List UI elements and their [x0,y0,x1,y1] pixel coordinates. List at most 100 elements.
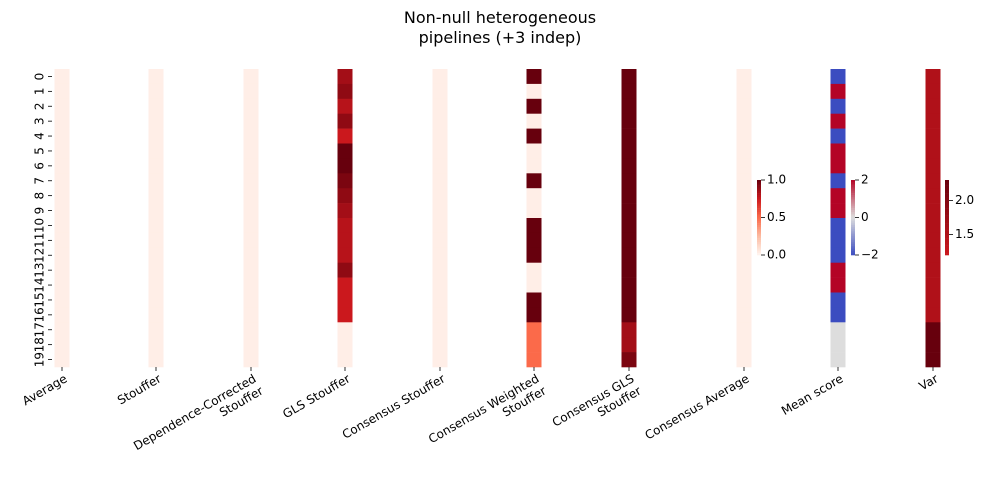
heatmap-cell-c1-r0 [148,69,164,85]
colorbar-seq-segment-18 [757,213,761,216]
heatmap-cell-c4-r1 [432,83,448,100]
colorbar-var-segment-12 [945,202,949,205]
heatmap-cell-c4-r10 [432,218,448,234]
row-label-18: 18 [33,337,47,352]
colorbar-var-segment-19 [945,215,949,218]
heatmap-cell-c6-r13 [621,262,637,278]
heatmap-cell-c4-r15 [432,292,448,308]
colorbar-seq-segment-27 [757,230,761,233]
heatmap-cell-c3-r8 [337,188,353,204]
colorbar-seq-segment-8 [757,195,761,198]
row-label-6: 6 [33,162,47,170]
colorbar-var-segment-29 [945,234,949,237]
heatmap-cell-c0-r1 [54,83,70,100]
heatmap-cell-c5-r14 [526,277,542,293]
column-label-7: Consensus Average [642,371,751,442]
heatmap-cell-c1-r13 [148,262,164,278]
heatmap-cell-c8-r2 [830,98,846,114]
colorbar-div-segment-18 [851,213,855,216]
heatmap-cell-c3-r1 [337,83,353,100]
colorbar-div-segment-12 [851,202,855,205]
heatmap-cell-c0-r5 [54,143,70,159]
colorbar-seq-segment-6 [757,191,761,194]
colorbar-var-segment-33 [945,241,949,245]
heatmap-cell-c2-r2 [243,98,259,114]
colorbar-seq-segment-17 [757,211,761,215]
colorbar-var-segment-16 [945,210,949,213]
row-label-7: 7 [33,177,47,185]
column-label-9: Var [917,371,941,393]
colorbar-div-segment-16 [851,210,855,213]
heatmap-cell-c7-r18 [736,337,752,353]
colorbar-div-segment-9 [851,196,855,200]
heatmap-cell-c6-r19 [621,352,637,368]
row-label-15: 15 [33,292,47,307]
colorbar-div-segment-37 [851,249,855,252]
colorbar-var-segment-15 [945,208,949,211]
heatmap-cell-c5-r6 [526,158,542,174]
colorbar-var-segment-7 [945,193,949,196]
row-label-12: 12 [33,248,47,263]
colorbar-seq-segment-34 [757,243,761,246]
colorbar-var-segment-13 [945,204,949,207]
colorbar-var-segment-25 [945,226,949,230]
heatmap-cell-c3-r13 [337,262,353,278]
heatmap-cell-c1-r15 [148,292,164,308]
colorbar-div-segment-29 [851,234,855,237]
heatmap-cell-c8-r16 [830,307,846,323]
heatmap-cell-c1-r1 [148,83,164,100]
heatmap-cell-c6-r7 [621,173,637,189]
colorbar-div-segment-13 [851,204,855,207]
heatmap-cell-c5-r4 [526,128,542,144]
heatmap-cell-c5-r2 [526,98,542,114]
heatmap-cell-c8-r15 [830,292,846,308]
column-label-1-line-0: Stouffer [115,371,163,407]
colorbar-div-segment-24 [851,225,855,228]
colorbar-div-segment-5 [851,189,855,192]
heatmap-cell-c6-r9 [621,203,637,219]
heatmap-cell-c0-r6 [54,158,70,174]
heatmap-cell-c1-r12 [148,247,164,263]
heatmap-cell-c7-r11 [736,232,752,249]
colorbar-seq-segment-36 [757,247,761,250]
colorbar-seq-segment-24 [757,225,761,228]
colorbar-var-segment-27 [945,230,949,233]
heatmap-cell-c6-r0 [621,69,637,85]
colorbar-var-segment-31 [945,238,949,241]
heatmap-cell-c9-r16 [925,307,941,323]
chart-title: Non-null heterogeneous pipelines (+3 ind… [0,8,1000,48]
colorbar-seq-segment-4 [757,187,761,190]
colorbar-seq-tick-label-0: 1.0 [767,173,786,187]
heatmap-cell-c0-r2 [54,98,70,114]
heatmap-cell-c6-r15 [621,292,637,308]
heatmap-cell-c0-r15 [54,292,70,308]
row-label-16: 16 [33,307,47,322]
colorbar-var-segment-17 [945,211,949,215]
heatmap-cell-c6-r17 [621,322,637,338]
colorbar-seq-segment-20 [757,217,761,220]
colorbar-var-segment-9 [945,196,949,200]
colorbar-seq-segment-2 [757,183,761,186]
heatmap-cell-c6-r12 [621,247,637,263]
row-label-2: 2 [33,102,47,110]
colorbar-seq-tick-label-1: 0.5 [767,210,786,224]
heatmap-cell-c4-r18 [432,337,448,353]
colorbar-seq-tick-label-2: 0.0 [767,248,786,262]
heatmap-cell-c1-r17 [148,322,164,338]
colorbar-var-segment-0 [945,180,949,183]
heatmap-cell-c0-r17 [54,322,70,338]
heatmap-cell-c2-r15 [243,292,259,308]
heatmap-cell-c2-r10 [243,218,259,234]
colorbar-seq-segment-28 [757,232,761,235]
heatmap-cell-c9-r18 [925,337,941,353]
heatmap-cell-c7-r17 [736,322,752,338]
heatmap-cell-c8-r19 [830,352,846,368]
colorbar-seq-segment-13 [757,204,761,207]
colorbar-div-segment-4 [851,187,855,190]
row-label-19: 19 [33,352,47,367]
colorbar-div-segment-36 [851,247,855,250]
heatmap-cell-c4-r16 [432,307,448,323]
colorbar-div-segment-22 [851,221,855,224]
heatmap-cell-c9-r3 [925,113,941,129]
colorbar-seq-segment-12 [757,202,761,205]
